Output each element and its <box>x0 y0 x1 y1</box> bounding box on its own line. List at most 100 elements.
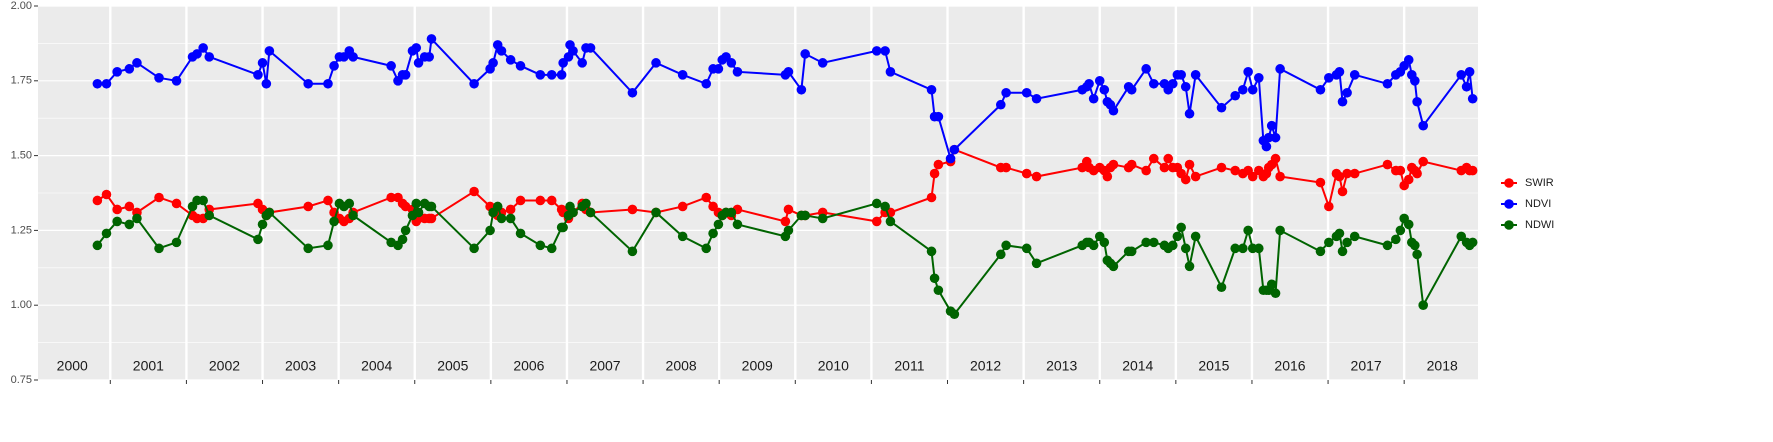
y-tick-label: 2.00 <box>11 0 32 12</box>
data-point <box>505 55 516 65</box>
data-point <box>1270 153 1281 164</box>
data-point <box>546 70 557 80</box>
data-point <box>1176 222 1186 233</box>
data-point <box>708 228 718 239</box>
data-point <box>1247 84 1258 95</box>
y-tick-label: 0.75 <box>11 374 32 386</box>
data-point <box>1184 261 1195 272</box>
data-point <box>800 210 810 221</box>
data-point <box>701 192 712 203</box>
x-tick-label: 2011 <box>894 358 924 374</box>
data-point <box>1176 70 1186 80</box>
data-point <box>651 58 661 68</box>
data-point <box>323 78 333 89</box>
data-point <box>1190 70 1201 80</box>
data-point <box>485 225 495 236</box>
y-tick-label: 1.50 <box>11 150 32 162</box>
data-point <box>426 213 437 224</box>
data-point <box>929 168 940 179</box>
data-point <box>1216 102 1227 113</box>
data-point <box>124 201 135 212</box>
data-point <box>1324 73 1334 83</box>
data-point <box>261 78 272 89</box>
data-point <box>1021 87 1032 98</box>
data-point <box>92 240 103 251</box>
data-point <box>1334 67 1345 77</box>
data-point <box>556 70 567 80</box>
data-point <box>1031 93 1042 104</box>
legend-key-point <box>1504 220 1514 230</box>
data-point <box>1270 132 1281 143</box>
data-point <box>424 52 435 62</box>
data-point <box>535 70 546 80</box>
data-point <box>488 58 498 68</box>
x-tick-label: 2007 <box>589 358 620 374</box>
data-point <box>701 243 712 254</box>
data-point <box>1275 225 1285 236</box>
data-point <box>1126 84 1137 95</box>
data-point <box>546 243 557 254</box>
data-point <box>1216 282 1227 293</box>
data-point <box>1315 177 1326 188</box>
data-point <box>1243 67 1253 77</box>
data-point <box>1315 84 1326 95</box>
x-tick-label: 2018 <box>1427 358 1458 374</box>
data-point <box>558 222 568 233</box>
data-point <box>535 195 546 206</box>
data-point <box>1163 153 1174 164</box>
legend-key-point <box>1504 199 1514 209</box>
data-point <box>1088 240 1099 251</box>
data-point <box>732 67 743 77</box>
data-point <box>397 234 408 245</box>
data-point <box>1382 159 1393 170</box>
data-point <box>171 76 182 86</box>
data-point <box>1461 81 1472 92</box>
data-point <box>112 216 122 227</box>
data-point <box>1126 246 1137 257</box>
data-point <box>112 204 122 215</box>
data-point <box>124 219 135 230</box>
data-point <box>426 201 437 212</box>
data-point <box>1238 84 1248 95</box>
data-point <box>1410 240 1420 251</box>
data-point <box>1148 153 1159 164</box>
data-point <box>677 201 688 212</box>
legend-label: SWIR <box>1525 177 1554 189</box>
data-point <box>1172 231 1183 242</box>
data-point <box>1148 78 1159 89</box>
data-point <box>1247 171 1258 182</box>
data-point <box>1261 141 1272 152</box>
data-point <box>1349 231 1360 242</box>
x-tick-label: 2016 <box>1274 358 1305 374</box>
data-point <box>323 240 333 251</box>
data-point <box>783 204 794 215</box>
data-point <box>124 64 135 74</box>
data-point <box>204 52 215 62</box>
data-point <box>1275 64 1285 74</box>
data-point <box>1342 168 1352 179</box>
data-point <box>1238 243 1248 254</box>
data-point <box>1031 171 1042 182</box>
data-point <box>627 246 638 257</box>
x-tick-label: 2005 <box>437 358 468 374</box>
data-point <box>1315 246 1326 257</box>
data-point <box>1412 168 1422 179</box>
data-point <box>515 228 526 239</box>
data-point <box>1254 243 1264 254</box>
data-point <box>1001 87 1011 98</box>
data-point <box>1031 258 1042 269</box>
data-point <box>496 46 507 56</box>
data-point <box>1216 162 1227 173</box>
data-point <box>348 210 358 221</box>
x-tick-label: 2002 <box>209 358 240 374</box>
data-point <box>154 243 164 254</box>
data-point <box>386 192 396 203</box>
data-point <box>1108 159 1119 170</box>
data-point <box>1324 201 1334 212</box>
y-tick-label: 1.75 <box>11 75 32 87</box>
data-point <box>198 43 208 53</box>
data-point <box>303 78 313 89</box>
data-point <box>732 219 743 230</box>
data-point <box>1230 165 1241 176</box>
